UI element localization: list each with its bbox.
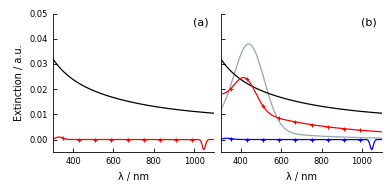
Text: (a): (a) [193,18,209,28]
X-axis label: λ / nm: λ / nm [118,172,149,182]
Y-axis label: Extinction / a.u.: Extinction / a.u. [14,45,24,121]
Text: (b): (b) [361,18,377,28]
X-axis label: λ / nm: λ / nm [286,172,317,182]
